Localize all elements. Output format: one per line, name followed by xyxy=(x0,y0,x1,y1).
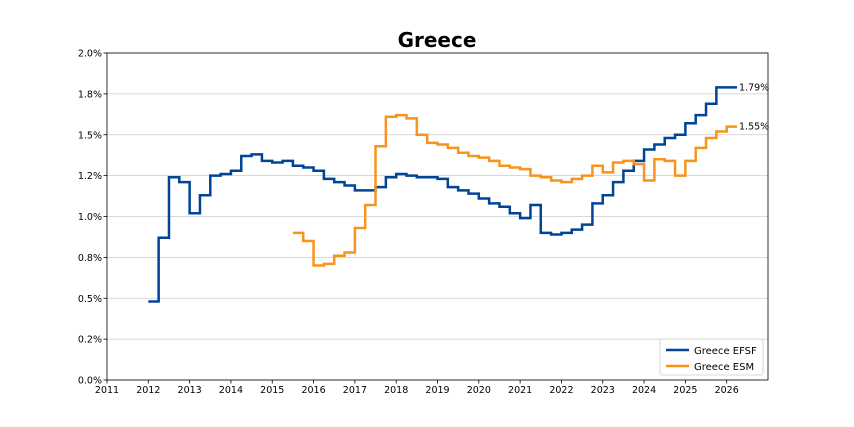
x-tick-label: 2022 xyxy=(549,385,573,396)
y-tick-label: 1.8% xyxy=(78,89,102,100)
y-tick-label: 2.0% xyxy=(78,49,102,60)
series-line-efsf xyxy=(148,86,738,303)
legend: Greece EFSF Greece ESM xyxy=(659,338,764,376)
x-tick-label: 2021 xyxy=(508,385,532,396)
y-tick-label: 1.0% xyxy=(78,212,102,223)
y-axis: 0.0% 0.2% 0.5% 0.8% 1.0% 1.2% 1.5% 1.8% 2.0% xyxy=(78,49,107,387)
x-tick-label: 2020 xyxy=(467,385,491,396)
end-labels: 1.79% 1.55% xyxy=(739,82,769,132)
x-tick-label: 2026 xyxy=(715,385,739,396)
x-tick-label: 2015 xyxy=(260,385,284,396)
x-tick-label: 2019 xyxy=(425,385,449,396)
x-axis: 2011 2012 2013 2014 2015 2016 2017 2018 2019 2020… xyxy=(95,380,739,396)
series-lines xyxy=(148,86,738,303)
x-tick-label: 2011 xyxy=(95,385,119,396)
end-label-esm: 1.55% xyxy=(739,122,769,133)
y-tick-label: 0.2% xyxy=(78,335,102,346)
end-label-efsf: 1.79% xyxy=(739,82,769,93)
x-tick-label: 2017 xyxy=(343,385,367,396)
y-tick-label: 1.5% xyxy=(78,130,102,141)
x-tick-label: 2016 xyxy=(301,385,325,396)
legend-label-efsf: Greece EFSF xyxy=(694,346,757,357)
series-line-esm xyxy=(292,113,738,267)
chart-title: Greece xyxy=(398,28,477,52)
x-tick-label: 2018 xyxy=(384,385,408,396)
y-tick-label: 0.5% xyxy=(78,294,102,305)
y-tick-label: 0.0% xyxy=(78,376,102,387)
x-tick-label: 2023 xyxy=(591,385,615,396)
y-tick-label: 1.2% xyxy=(78,171,102,182)
x-tick-label: 2024 xyxy=(632,385,656,396)
legend-label-esm: Greece ESM xyxy=(694,362,754,373)
x-tick-label: 2012 xyxy=(136,385,160,396)
x-tick-label: 2013 xyxy=(178,385,202,396)
x-tick-label: 2025 xyxy=(673,385,697,396)
x-tick-label: 2014 xyxy=(219,385,243,396)
gridlines xyxy=(107,52,768,381)
y-tick-label: 0.8% xyxy=(78,253,102,264)
